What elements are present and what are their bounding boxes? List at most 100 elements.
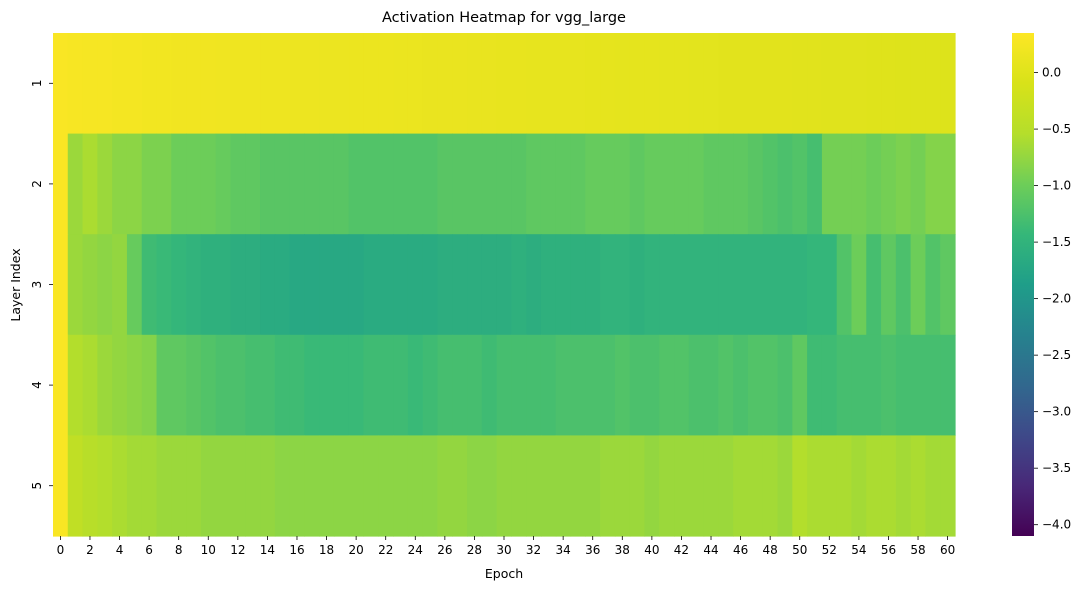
heatmap-cell: [171, 334, 187, 436]
heatmap-cell: [762, 33, 779, 135]
heatmap-cell: [171, 133, 187, 235]
heatmap-cell: [378, 334, 394, 436]
heatmap-cell: [940, 334, 956, 436]
heatmap-cell: [126, 133, 143, 235]
heatmap-cell: [777, 33, 793, 135]
heatmap-cell: [67, 435, 84, 537]
y-tick-label: 2: [30, 180, 44, 188]
heatmap-cell: [245, 334, 261, 436]
heatmap-cell: [940, 133, 956, 235]
heatmap-cell: [378, 33, 394, 135]
x-tick-label: 42: [674, 543, 689, 557]
heatmap-cell: [452, 435, 468, 537]
heatmap-cell: [644, 234, 660, 336]
heatmap-cell: [821, 334, 838, 436]
heatmap-cell: [289, 435, 305, 537]
heatmap-cell: [925, 133, 941, 235]
heatmap-cell: [53, 133, 69, 235]
heatmap-cell: [600, 334, 616, 436]
x-tick-label: 36: [585, 543, 600, 557]
heatmap-cell: [215, 435, 232, 537]
y-tick-label: 1: [30, 79, 44, 87]
heatmap-cell: [230, 133, 246, 235]
x-tick-label: 20: [348, 543, 363, 557]
heatmap-cell: [393, 133, 409, 235]
heatmap-cell: [141, 435, 158, 537]
heatmap-cell: [895, 334, 912, 436]
heatmap-cell: [67, 33, 84, 135]
heatmap-cell: [629, 33, 646, 135]
heatmap-cell: [733, 234, 749, 336]
heatmap-cell: [496, 33, 512, 135]
heatmap-cell: [659, 234, 675, 336]
heatmap-cell: [762, 133, 779, 235]
heatmap-cell: [895, 133, 912, 235]
heatmap-cell: [792, 234, 808, 336]
heatmap-cell: [910, 33, 927, 135]
heatmap-cell: [496, 234, 512, 336]
x-tick-label: 22: [378, 543, 393, 557]
heatmap-cell: [674, 435, 690, 537]
heatmap-cell: [245, 234, 261, 336]
heatmap-cell: [422, 133, 439, 235]
heatmap-cell: [82, 234, 98, 336]
heatmap-cell: [629, 234, 646, 336]
x-tick-label: 10: [201, 543, 216, 557]
heatmap-cell: [821, 133, 838, 235]
heatmap-cell: [881, 33, 897, 135]
heatmap-cell: [437, 234, 453, 336]
heatmap-cell: [260, 33, 276, 135]
heatmap-cell: [363, 234, 379, 336]
heatmap-cell: [481, 33, 498, 135]
heatmap-cell: [348, 435, 365, 537]
heatmap-cell: [747, 334, 764, 436]
heatmap-cell: [422, 435, 439, 537]
heatmap-cell: [555, 234, 572, 336]
x-tick-label: 52: [822, 543, 837, 557]
heatmap-cell: [688, 435, 705, 537]
heatmap-cell: [230, 234, 246, 336]
heatmap-cell: [126, 435, 143, 537]
heatmap-cell: [733, 33, 749, 135]
heatmap-cell: [821, 435, 838, 537]
heatmap-cell: [910, 234, 927, 336]
heatmap-cell: [186, 33, 202, 135]
heatmap-cell: [851, 435, 867, 537]
heatmap-cell: [82, 435, 98, 537]
heatmap-cell: [496, 133, 512, 235]
colorbar-tick-label: −3.5: [1042, 461, 1071, 475]
heatmap-cell: [777, 435, 793, 537]
heatmap-cell: [881, 133, 897, 235]
heatmap-cell: [97, 435, 113, 537]
heatmap-cell: [437, 33, 453, 135]
heatmap-cell: [540, 33, 557, 135]
heatmap-cell: [186, 435, 202, 537]
heatmap-cell: [467, 234, 483, 336]
y-axis-ticks: 1 2 3 4 5: [30, 79, 53, 490]
x-tick-label: 60: [940, 543, 955, 557]
heatmap-cell: [585, 334, 601, 436]
x-tick-label: 6: [145, 543, 153, 557]
heatmap-cell: [925, 33, 941, 135]
heatmap-cell: [215, 234, 232, 336]
heatmap-cell: [866, 33, 882, 135]
heatmap-cell: [688, 133, 705, 235]
heatmap-cell: [53, 435, 69, 537]
heatmap-cell: [747, 33, 764, 135]
colorbar-tick-label: −0.5: [1042, 122, 1071, 136]
heatmap-cell: [644, 133, 660, 235]
x-tick-label: 18: [319, 543, 334, 557]
heatmap-cell: [393, 33, 409, 135]
heatmap-cell: [496, 435, 512, 537]
heatmap-cell: [614, 435, 631, 537]
heatmap-cell: [467, 33, 483, 135]
x-tick-label: 14: [260, 543, 275, 557]
heatmap-cell: [333, 334, 350, 436]
heatmap-cell: [777, 334, 793, 436]
heatmap-cell: [200, 234, 217, 336]
heatmap-cell: [895, 234, 912, 336]
heatmap-cell: [733, 334, 749, 436]
heatmap-cell: [881, 334, 897, 436]
heatmap-cell: [82, 133, 98, 235]
heatmap-cell: [703, 435, 720, 537]
